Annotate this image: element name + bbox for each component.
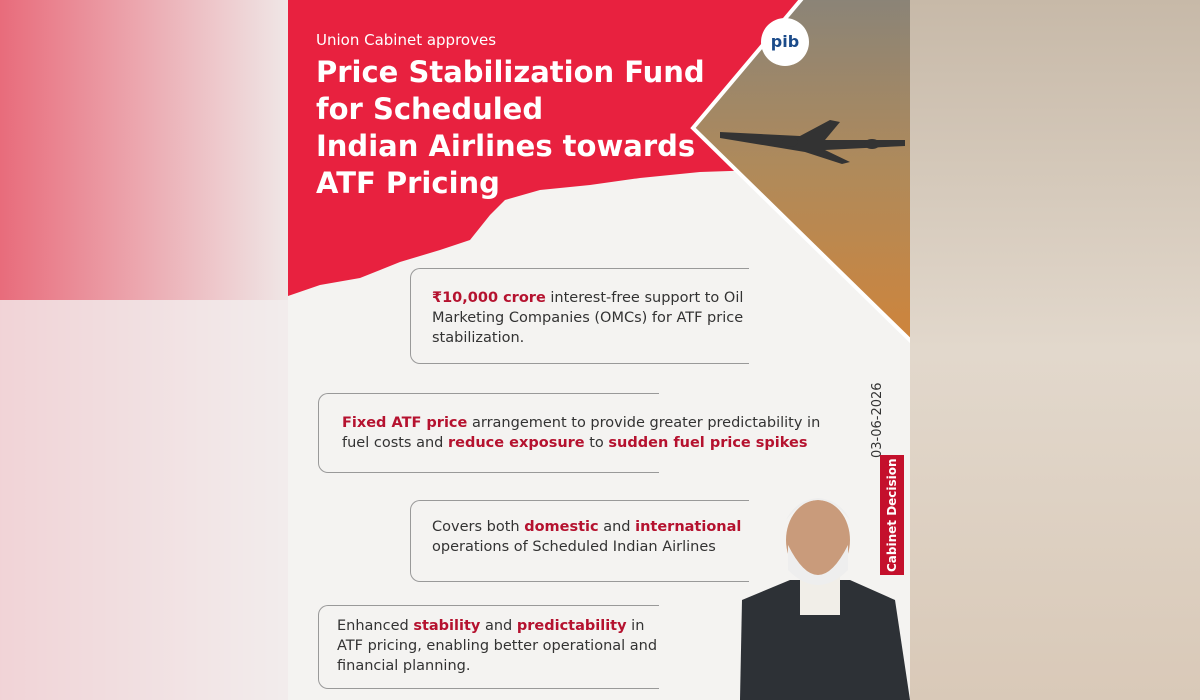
point: Covers both domestic and international o… [432,517,762,557]
highlight-text: stability [413,618,481,634]
bracket [318,393,659,473]
point-text: to [584,435,609,451]
highlight-text: domestic [524,519,599,535]
highlight-text: Fixed ATF price [342,415,468,431]
point-text: Enhanced [337,618,414,634]
point-text: interest-free support to Oil Marketing C… [432,290,744,346]
point-text: Covers both [432,519,525,535]
bracket [318,605,659,689]
highlight-text: sudden fuel price spikes [608,435,808,451]
point-text: in ATF pricing, enabling better operatio… [337,618,658,674]
bracket [410,268,749,364]
kicker: Union Cabinet approves [316,31,497,49]
highlight-text: predictability [516,618,627,634]
bracket [410,500,749,582]
title-line: ATF Pricing [316,166,500,200]
title-line: Indian Airlines towards [316,129,696,163]
point: Fixed ATF price arrangement to provide g… [342,413,822,453]
highlight-text: international [635,519,742,535]
highlight-text: reduce exposure [448,435,585,451]
logo: pib [771,32,799,51]
point-text: and [480,618,517,634]
title-line: for Scheduled [316,92,544,126]
title: Price Stabilization Fund for Scheduled Ind… [316,54,705,202]
point-text: operations of Scheduled Indian Airlines [432,539,716,555]
title-line: Price Stabilization Fund [316,55,705,89]
point-text: and [598,519,636,535]
tag: Cabinet Decision [880,455,904,575]
point: ₹10,000 crore interest-free support to O… [432,288,762,348]
point: Enhanced stability and predictability in… [337,616,667,676]
highlight-text: ₹10,000 crore [432,290,546,306]
point-text: arrangement to provide greater predictab… [342,415,821,451]
date: 03-06-2026 [870,382,885,458]
